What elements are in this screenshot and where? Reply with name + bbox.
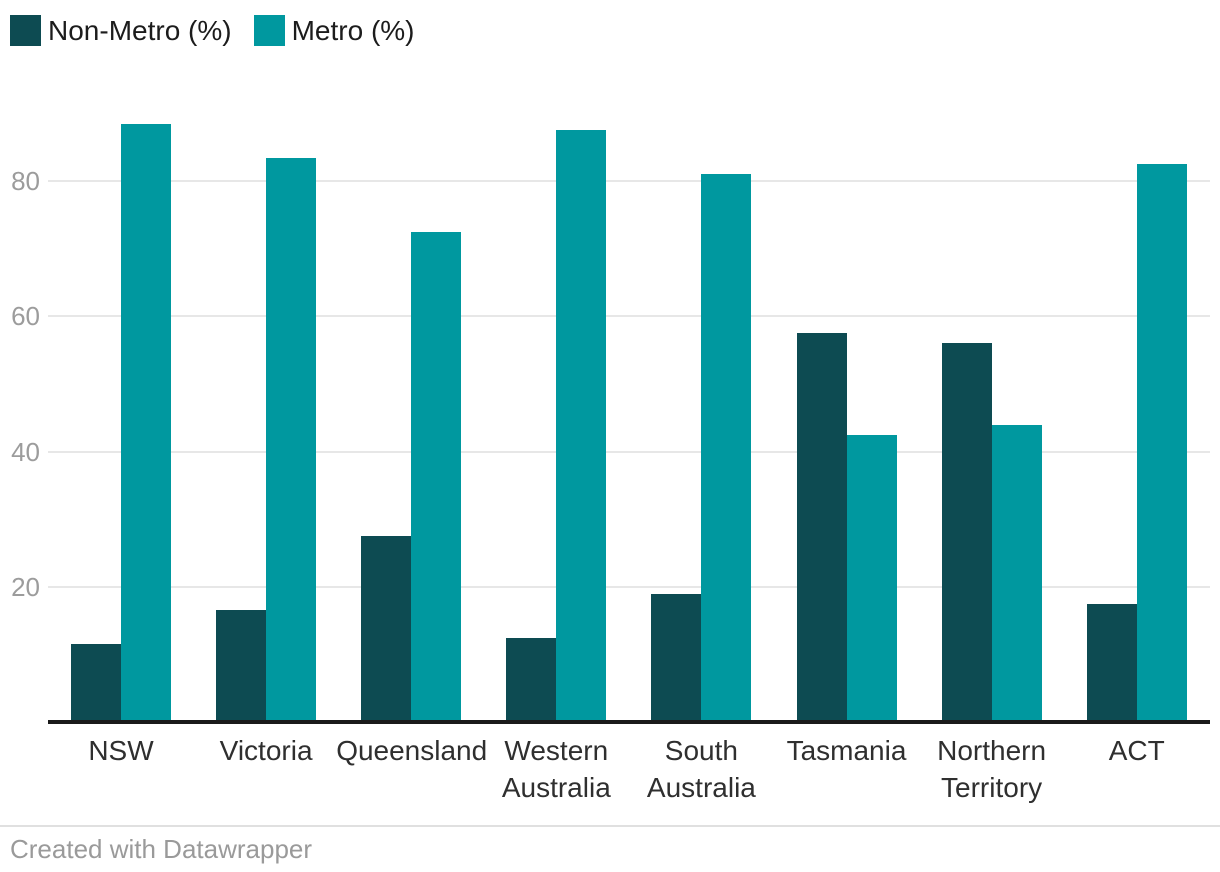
x-label-victoria: Victoria bbox=[219, 735, 313, 766]
y-tick-label-40: 40 bbox=[11, 437, 40, 467]
y-tick-label-80: 80 bbox=[11, 166, 40, 196]
legend: Non-Metro (%) Metro (%) bbox=[10, 15, 415, 46]
bar-metro-western-australia bbox=[556, 130, 607, 722]
legend-swatch-non-metro bbox=[10, 15, 41, 46]
x-axis-line bbox=[48, 720, 1210, 724]
bar-metro-act bbox=[1136, 164, 1187, 722]
gridline-20 bbox=[48, 586, 1210, 588]
y-tick-label-20: 20 bbox=[11, 572, 40, 602]
x-label-queensland: Queensland bbox=[336, 735, 488, 766]
x-label-act: ACT bbox=[1108, 735, 1165, 766]
x-label-south-australia: South Australia bbox=[646, 735, 756, 803]
y-tick-label-60: 60 bbox=[11, 301, 40, 331]
datawrapper-credit: Created with Datawrapper bbox=[10, 834, 313, 864]
legend-label-non-metro: Non-Metro (%) bbox=[48, 15, 232, 46]
x-label-nsw: NSW bbox=[88, 735, 154, 766]
legend-swatch-metro bbox=[253, 15, 285, 46]
bar-metro-victoria bbox=[266, 157, 317, 722]
legend-label-metro: Metro (%) bbox=[291, 15, 415, 46]
bar-non-metro-northern-territory bbox=[941, 343, 992, 722]
bar-non-metro-south-australia bbox=[651, 593, 702, 722]
bar-non-metro-western-australia bbox=[506, 637, 557, 722]
bar-metro-tasmania bbox=[846, 434, 897, 722]
bar-metro-queensland bbox=[411, 231, 462, 722]
gridline-60 bbox=[48, 315, 1210, 317]
bar-metro-northern-territory bbox=[991, 424, 1042, 722]
gridline-40 bbox=[48, 451, 1210, 453]
bar-metro-south-australia bbox=[701, 174, 752, 722]
footer-divider bbox=[0, 825, 1220, 827]
gridline-80 bbox=[48, 180, 1210, 182]
legend-item-metro: Metro (%) bbox=[253, 15, 415, 46]
x-label-northern-territory: Northern Territory bbox=[937, 735, 1047, 803]
bar-non-metro-victoria bbox=[216, 610, 267, 722]
bar-non-metro-tasmania bbox=[796, 333, 847, 723]
bar-non-metro-act bbox=[1086, 603, 1137, 722]
bar-metro-nsw bbox=[121, 123, 171, 722]
bar-non-metro-queensland bbox=[361, 536, 412, 722]
x-label-western-australia: Western Australia bbox=[501, 735, 611, 803]
bar-non-metro-nsw bbox=[71, 644, 121, 723]
x-label-tasmania: Tasmania bbox=[786, 735, 907, 766]
legend-item-non-metro: Non-Metro (%) bbox=[10, 15, 232, 46]
